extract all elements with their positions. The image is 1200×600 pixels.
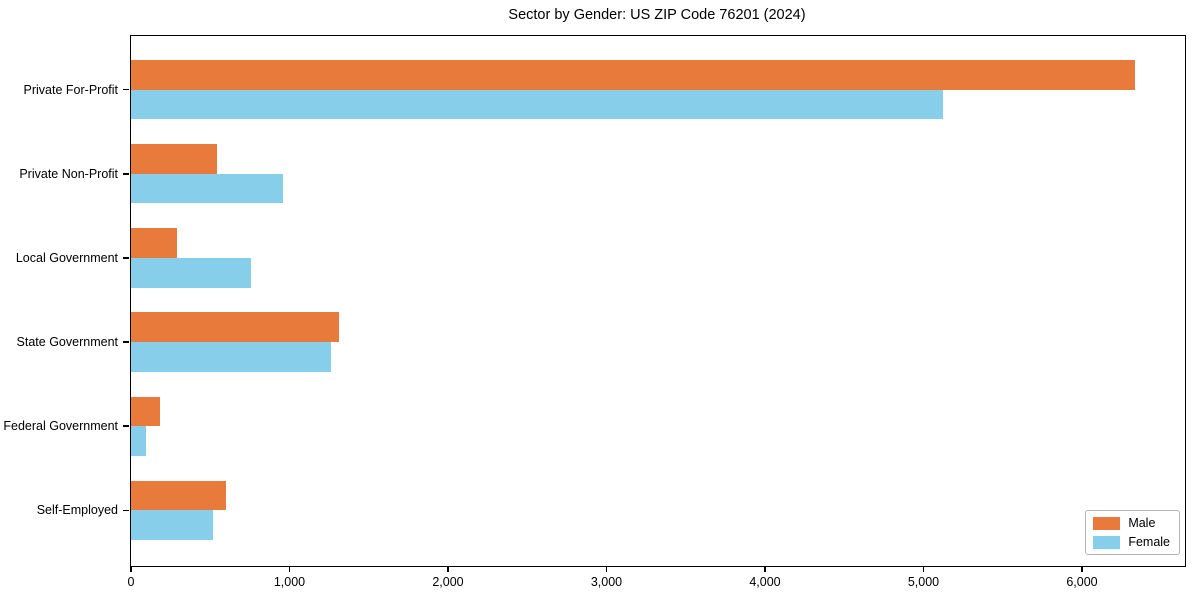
female-swatch <box>1093 535 1121 549</box>
bar-female-0 <box>131 89 943 120</box>
bar-female-1 <box>131 173 284 204</box>
legend-label-male: Male <box>1128 516 1156 530</box>
legend-label-female: Female <box>1128 535 1170 549</box>
y-tick-2 <box>123 257 130 259</box>
x-tick-2 <box>447 566 449 572</box>
bar-male-4 <box>131 396 161 427</box>
plot-area: Male Female Private For-Profit Private No… <box>3 35 1186 589</box>
x-tick-label-4: 4,000 <box>749 575 781 589</box>
bar-male-2 <box>131 228 177 258</box>
bar-female-5 <box>131 510 214 540</box>
y-tick-0 <box>123 89 130 91</box>
y-tick-label-1: Private Non-Profit <box>19 166 118 181</box>
y-tick-label-2: Local Government <box>15 250 118 265</box>
x-tick-label-1: 1,000 <box>273 575 306 589</box>
x-tick-label-3: 3,000 <box>590 575 623 589</box>
y-tick-5 <box>123 509 130 511</box>
y-tick-label-0: Private For-Profit <box>23 82 118 97</box>
legend: Male Female <box>1085 510 1180 555</box>
y-tick-label-3: State Government <box>16 335 118 350</box>
chart-title: Sector by Gender: US ZIP Code 76201 (202… <box>508 7 806 23</box>
x-tick-label-2: 2,000 <box>432 575 464 589</box>
y-tick-1 <box>123 173 130 175</box>
y-tick-3 <box>123 341 130 343</box>
x-tick-1 <box>288 566 291 572</box>
x-tick-0 <box>130 566 132 572</box>
x-tick-label-6: 6,000 <box>1066 575 1098 589</box>
bar-female-3 <box>131 342 331 372</box>
legend-item-male: Male <box>1093 516 1170 530</box>
x-tick-5 <box>922 566 925 572</box>
bar-male-5 <box>131 480 227 511</box>
y-tick-4 <box>123 425 130 427</box>
x-tick-4 <box>764 566 766 572</box>
x-tick-label-5: 5,000 <box>907 575 940 589</box>
bar-male-1 <box>131 144 218 174</box>
male-swatch <box>1093 516 1121 530</box>
legend-item-female: Female <box>1093 535 1170 549</box>
bar-male-3 <box>131 312 340 343</box>
bar-female-2 <box>131 257 252 288</box>
x-tick-6 <box>1081 566 1083 572</box>
y-tick-label-4: Federal Government <box>3 419 118 434</box>
y-tick-label-5: Self-Employed <box>36 503 118 518</box>
bar-male-0 <box>131 60 1136 90</box>
x-tick-3 <box>605 566 608 572</box>
x-tick-label-0: 0 <box>127 575 135 589</box>
bar-female-4 <box>131 426 147 456</box>
